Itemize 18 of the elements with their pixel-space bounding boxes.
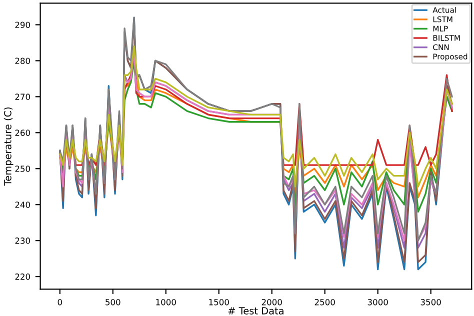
y-axis-title: Temperature (C) (4, 107, 14, 186)
x-tick-label: 500 (106, 299, 120, 306)
x-tick-label: 3500 (420, 299, 441, 306)
y-tick-label: 260 (15, 130, 30, 136)
y-tick-label: 270 (15, 94, 30, 100)
x-tick-label: 1500 (209, 299, 229, 306)
y-tick-label: 230 (15, 238, 30, 244)
y-tick-label: 280 (15, 58, 30, 64)
y-tick-label: 240 (15, 202, 30, 208)
y-tick-label: 290 (15, 22, 30, 28)
x-tick-label: 3000 (368, 299, 388, 306)
x-tick-label: 1000 (156, 299, 176, 306)
x-tick-label: 0 (58, 299, 62, 306)
x-tick-label: 2500 (314, 299, 335, 306)
y-tick-label: 250 (15, 166, 30, 172)
y-tick-label: 220 (15, 274, 30, 280)
x-axis-title: # Test Data (228, 307, 284, 314)
x-tick-label: 2000 (262, 299, 282, 306)
